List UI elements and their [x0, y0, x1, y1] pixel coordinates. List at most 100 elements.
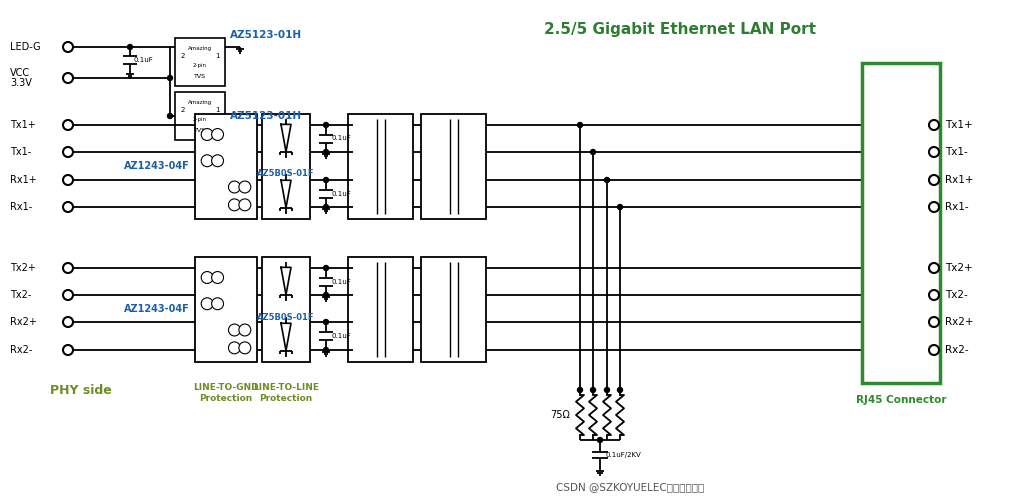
- Text: 2-pin: 2-pin: [193, 118, 207, 122]
- Circle shape: [324, 204, 329, 210]
- Text: Tx2+: Tx2+: [945, 263, 972, 273]
- Bar: [262, 256, 310, 362]
- Bar: [348, 114, 413, 218]
- Circle shape: [324, 266, 329, 270]
- Circle shape: [212, 155, 223, 166]
- Text: AZ1243-04F: AZ1243-04F: [124, 304, 190, 314]
- Text: AZ5B0S-01F: AZ5B0S-01F: [257, 312, 315, 322]
- Bar: [195, 114, 257, 218]
- Bar: [175, 92, 225, 140]
- Text: Amazing: Amazing: [188, 46, 212, 51]
- Text: 75Ω: 75Ω: [550, 410, 570, 420]
- Text: Rx2+: Rx2+: [10, 317, 37, 327]
- Text: 0.1uF: 0.1uF: [331, 190, 351, 196]
- Circle shape: [324, 150, 329, 154]
- Circle shape: [63, 147, 73, 157]
- Circle shape: [578, 122, 583, 128]
- Text: Tx2-: Tx2-: [10, 290, 32, 300]
- Bar: [421, 256, 486, 362]
- Circle shape: [590, 150, 595, 154]
- Circle shape: [578, 388, 583, 392]
- Circle shape: [63, 202, 73, 212]
- Circle shape: [201, 272, 213, 283]
- Circle shape: [324, 348, 329, 352]
- Text: Tx2+: Tx2+: [10, 263, 36, 273]
- Text: 1: 1: [215, 53, 219, 59]
- Circle shape: [238, 199, 251, 211]
- Circle shape: [929, 290, 939, 300]
- Text: LINE-TO-LINE
Protection: LINE-TO-LINE Protection: [253, 384, 319, 403]
- Bar: [421, 114, 486, 218]
- Text: 0.1uF: 0.1uF: [331, 333, 351, 339]
- Text: Tx1+: Tx1+: [10, 120, 36, 130]
- Circle shape: [238, 324, 251, 336]
- Text: 0.1uF: 0.1uF: [331, 278, 351, 284]
- Circle shape: [201, 298, 213, 310]
- Circle shape: [929, 317, 939, 327]
- Text: Rx2+: Rx2+: [945, 317, 974, 327]
- Text: TVS: TVS: [194, 128, 206, 132]
- Circle shape: [929, 345, 939, 355]
- Circle shape: [63, 120, 73, 130]
- Circle shape: [929, 120, 939, 130]
- Text: Rx2-: Rx2-: [10, 345, 32, 355]
- Text: CSDN @SZKOYUELEC深圳光与电子: CSDN @SZKOYUELEC深圳光与电子: [556, 482, 704, 492]
- Circle shape: [63, 263, 73, 273]
- Bar: [862, 63, 940, 383]
- Text: AZ1243-04F: AZ1243-04F: [124, 161, 190, 171]
- Text: RJ45 Connector: RJ45 Connector: [855, 395, 946, 405]
- Text: 2-pin: 2-pin: [193, 64, 207, 68]
- Circle shape: [212, 298, 223, 310]
- Circle shape: [212, 272, 223, 283]
- Circle shape: [324, 320, 329, 324]
- Text: 2: 2: [181, 53, 185, 59]
- Circle shape: [597, 438, 602, 442]
- Circle shape: [63, 345, 73, 355]
- Circle shape: [63, 42, 73, 52]
- Circle shape: [63, 290, 73, 300]
- Text: Tx1+: Tx1+: [945, 120, 972, 130]
- Circle shape: [324, 292, 329, 298]
- Text: Amazing: Amazing: [188, 100, 212, 105]
- Circle shape: [212, 128, 223, 140]
- Text: 2: 2: [181, 107, 185, 113]
- Text: VCC: VCC: [10, 68, 30, 78]
- Text: 0.1uF: 0.1uF: [134, 56, 154, 62]
- Circle shape: [929, 202, 939, 212]
- Text: Rx1+: Rx1+: [10, 175, 37, 185]
- Circle shape: [63, 175, 73, 185]
- Circle shape: [238, 342, 251, 354]
- Bar: [262, 114, 310, 218]
- Text: 3.3V: 3.3V: [10, 78, 32, 88]
- Text: 2.5/5 Gigabit Ethernet LAN Port: 2.5/5 Gigabit Ethernet LAN Port: [544, 22, 816, 37]
- Circle shape: [618, 204, 623, 210]
- Text: Rx1-: Rx1-: [945, 202, 968, 212]
- Text: 0.1uF: 0.1uF: [331, 136, 351, 141]
- Circle shape: [168, 76, 173, 80]
- Bar: [348, 256, 413, 362]
- Text: Rx2-: Rx2-: [945, 345, 968, 355]
- Circle shape: [929, 263, 939, 273]
- Circle shape: [324, 122, 329, 128]
- Circle shape: [201, 128, 213, 140]
- Text: 0.1uF/2KV: 0.1uF/2KV: [605, 452, 641, 458]
- Circle shape: [228, 342, 241, 354]
- Text: Rx1+: Rx1+: [945, 175, 974, 185]
- Text: LINE-TO-GND
Protection: LINE-TO-GND Protection: [193, 384, 259, 403]
- Circle shape: [590, 388, 595, 392]
- Circle shape: [127, 44, 133, 50]
- Circle shape: [929, 175, 939, 185]
- Text: Tx2-: Tx2-: [945, 290, 967, 300]
- Circle shape: [63, 73, 73, 83]
- Text: Tx1-: Tx1-: [945, 147, 967, 157]
- Circle shape: [604, 388, 610, 392]
- Circle shape: [238, 181, 251, 193]
- Circle shape: [604, 178, 610, 182]
- Text: Rx1-: Rx1-: [10, 202, 32, 212]
- Text: AZ5B0S-01F: AZ5B0S-01F: [257, 170, 315, 178]
- Circle shape: [63, 317, 73, 327]
- Circle shape: [228, 199, 241, 211]
- Circle shape: [929, 147, 939, 157]
- Bar: [195, 256, 257, 362]
- Text: TVS: TVS: [194, 74, 206, 78]
